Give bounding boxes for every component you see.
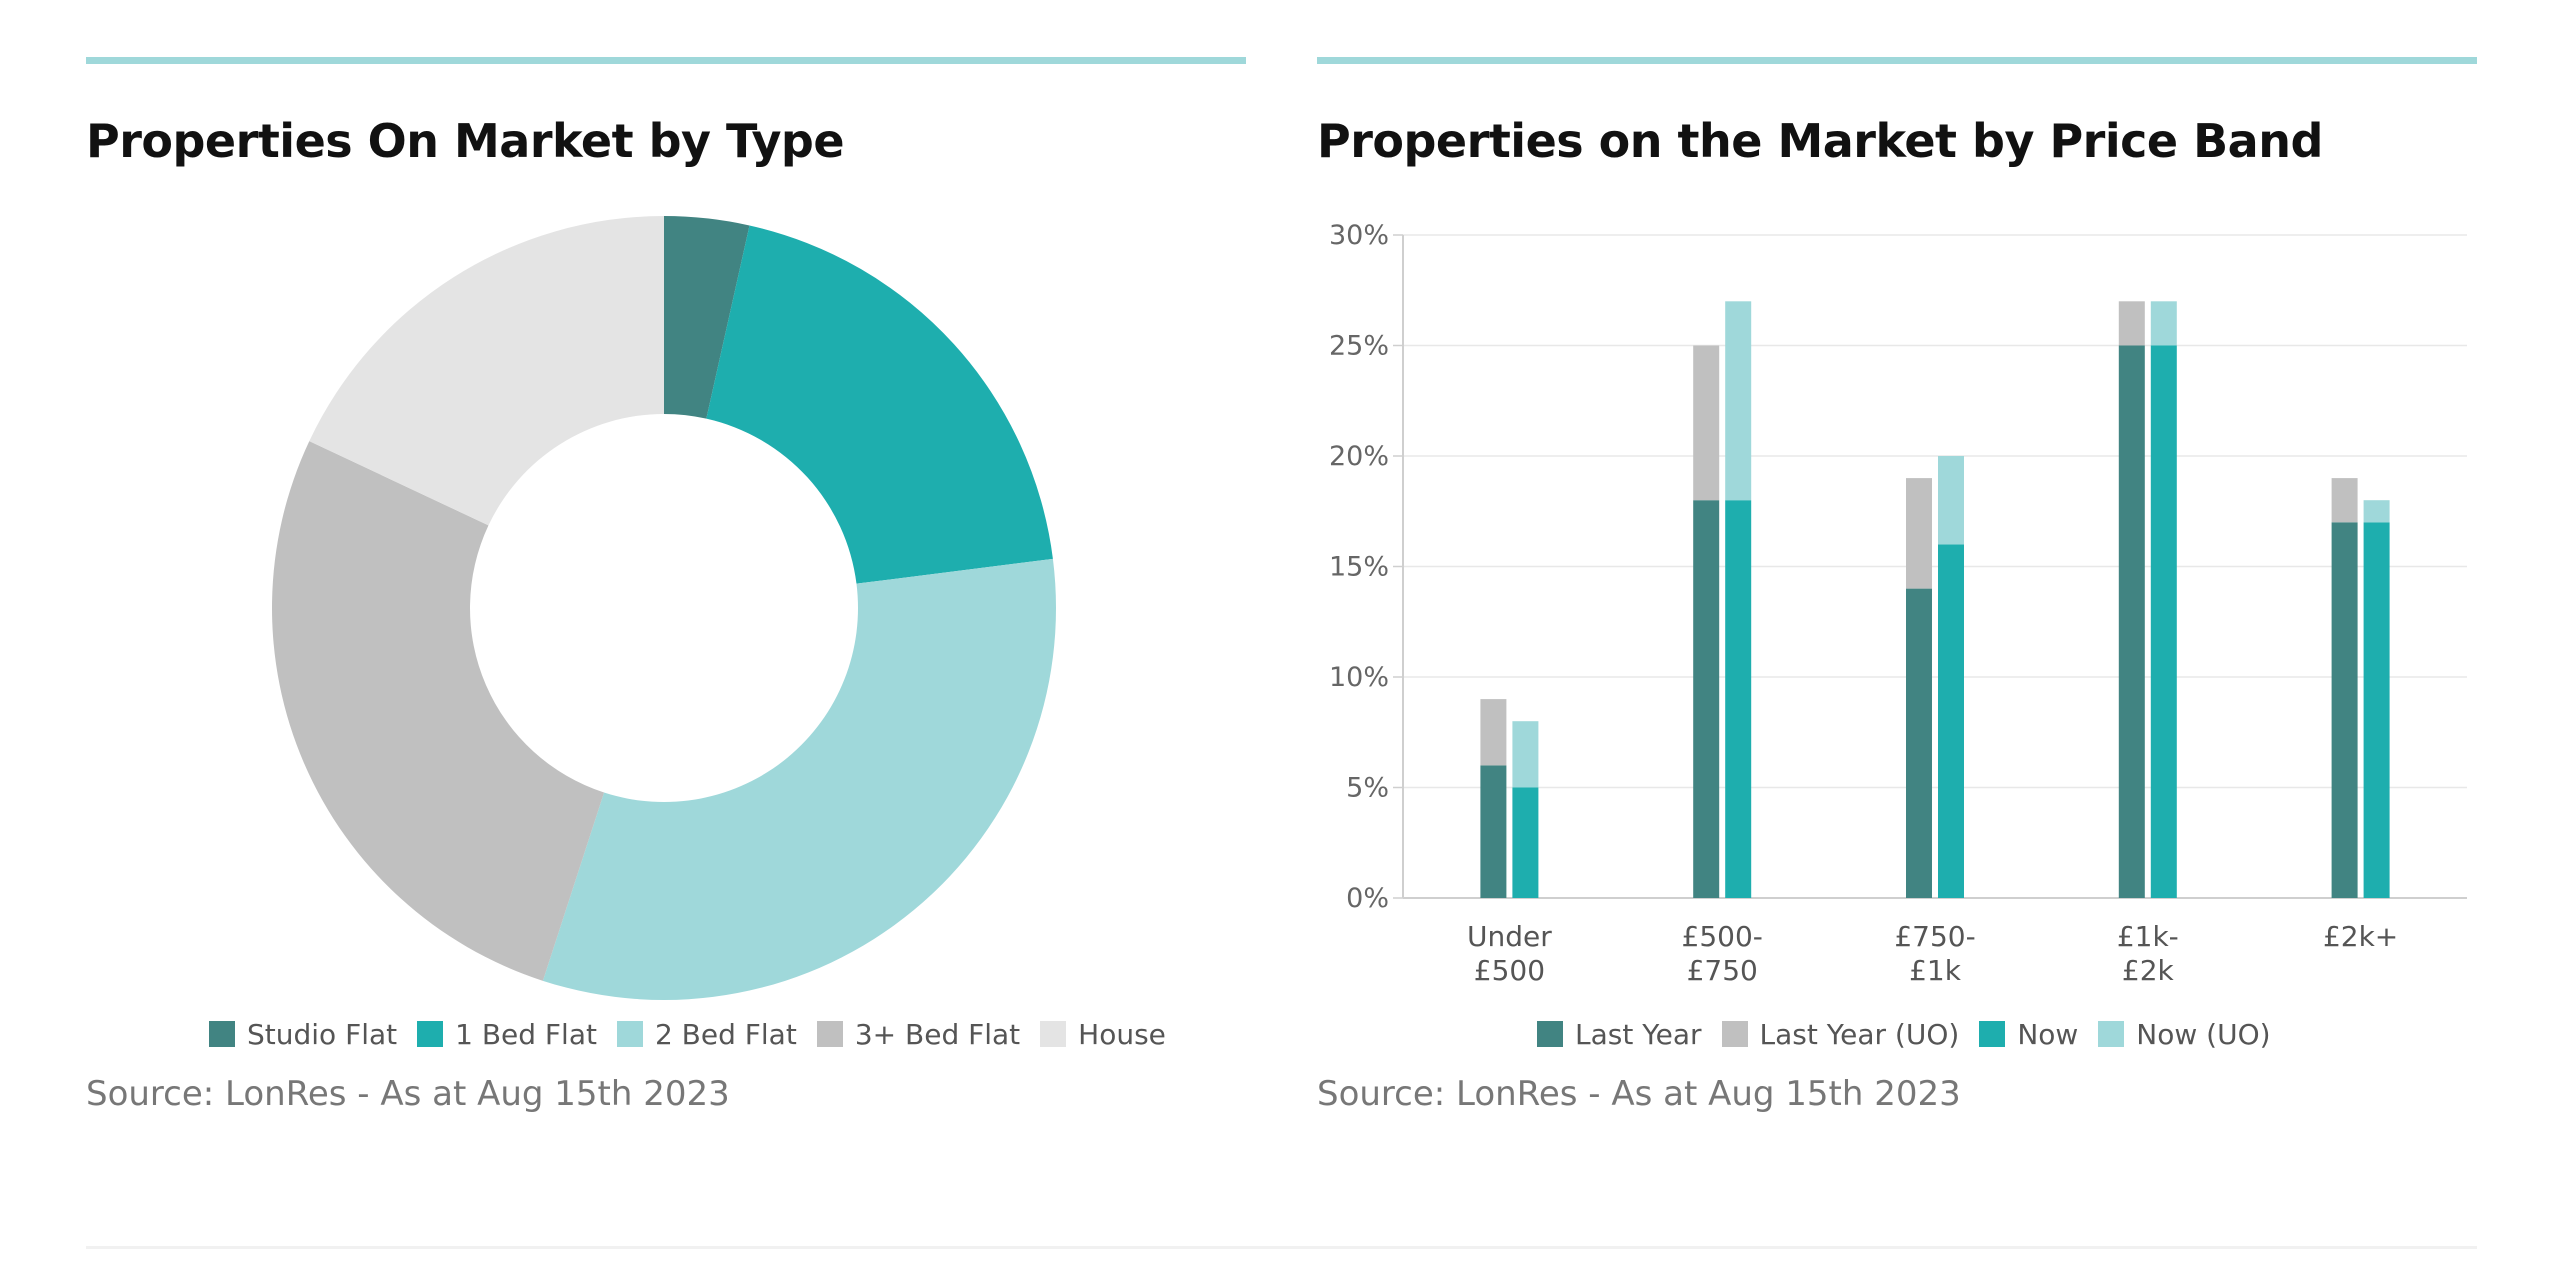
y-tick-label: 10% xyxy=(1329,662,1389,693)
y-tick-label: 25% xyxy=(1329,331,1389,362)
x-category-label: £1k- xyxy=(2117,920,2179,953)
type-chart-panel: Properties On Market by Type Studio Flat… xyxy=(86,0,1246,1160)
panel-accent-bar xyxy=(86,57,1246,64)
donut-slice-2-bed-flat[interactable] xyxy=(542,558,1056,1000)
bar-last-year-1[interactable] xyxy=(1693,500,1720,898)
donut-slice-studio-flat[interactable] xyxy=(664,216,750,419)
bar-now-0[interactable] xyxy=(1512,787,1539,899)
legend-label: Studio Flat xyxy=(247,1017,398,1051)
legend-swatch xyxy=(816,1021,843,1047)
x-category-label: £500 xyxy=(1474,954,1545,987)
bar-now-uo-4[interactable] xyxy=(2363,500,2390,523)
panel-accent-bar xyxy=(1317,57,2477,64)
bar-now-uo-2[interactable] xyxy=(1938,456,1964,545)
bar-now-1[interactable] xyxy=(1725,500,1752,898)
y-tick-label: 30% xyxy=(1329,220,1389,251)
bar-now-4[interactable] xyxy=(2363,522,2390,898)
price-band-chart-panel: Properties on the Market by Price Band 0… xyxy=(1317,0,2477,1160)
legend-swatch xyxy=(2098,1021,2125,1047)
legend-item-last-year[interactable]: Last Year xyxy=(1537,1018,1702,1051)
legend-item-house[interactable]: House xyxy=(1040,1018,1166,1051)
legend-swatch xyxy=(209,1021,235,1047)
y-tick-label: 20% xyxy=(1329,441,1389,472)
legend-item-1-bed-flat[interactable]: 1 Bed Flat xyxy=(417,1018,597,1051)
y-tick-label: 0% xyxy=(1346,883,1389,914)
bar-now-uo-0[interactable] xyxy=(1512,721,1539,788)
x-category-label: Under xyxy=(1467,920,1552,953)
bar-last-year-2[interactable] xyxy=(1906,588,1932,898)
donut-legend: Studio Flat 1 Bed Flat 2 Bed Flat 3+ Bed Fl… xyxy=(209,1014,1186,1054)
bar-last-year-uo-2[interactable] xyxy=(1906,478,1932,589)
bar-last-year-uo-3[interactable] xyxy=(2118,301,2145,346)
y-tick-label: 15% xyxy=(1329,552,1389,583)
x-category-label: £2k xyxy=(2122,954,2175,987)
legend-label: House xyxy=(1078,1017,1166,1051)
legend-swatch xyxy=(417,1021,444,1047)
legend-item-studio-flat[interactable]: Studio Flat xyxy=(209,1018,397,1051)
bar-chart: 0% 5% 10% 15% 20% 25% 30% Under£500 £500-£750 £75… xyxy=(1329,220,2467,987)
bar-last-year-3[interactable] xyxy=(2118,345,2145,899)
bar-now-3[interactable] xyxy=(2150,345,2177,899)
bar-now-uo-1[interactable] xyxy=(1725,301,1752,501)
chart-title: Properties On Market by Type xyxy=(86,114,845,168)
legend-item-last-year-uo[interactable]: Last Year (UO) xyxy=(1721,1017,1960,1051)
legend-swatch xyxy=(1040,1021,1067,1047)
x-category-label: £750- xyxy=(1894,920,1975,953)
footer-divider xyxy=(86,1246,2477,1249)
bar-now-2[interactable] xyxy=(1938,544,1964,898)
legend-label: 1 Bed Flat xyxy=(455,1017,597,1051)
source-note: Source: LonRes - As at Aug 15th 2023 xyxy=(86,1074,730,1114)
bar-last-year-0[interactable] xyxy=(1480,765,1507,898)
y-tick-label: 5% xyxy=(1346,773,1389,804)
bar-last-year-uo-1[interactable] xyxy=(1693,345,1720,501)
legend-item-3-bed-flat[interactable]: 3+ Bed Flat xyxy=(816,1017,1021,1051)
bar-last-year-uo-0[interactable] xyxy=(1480,699,1507,766)
legend-label: Now (UO) xyxy=(2136,1017,2271,1051)
donut-slice-1-bed-flat[interactable] xyxy=(706,225,1053,584)
legend-item-now[interactable]: Now xyxy=(1979,1018,2078,1051)
donut-chart xyxy=(272,216,1056,1000)
legend-item-now-uo[interactable]: Now (UO) xyxy=(2098,1017,2271,1051)
x-category-label: £2k+ xyxy=(2323,920,2398,953)
legend-label: 2 Bed Flat xyxy=(654,1017,797,1051)
legend-swatch xyxy=(1979,1021,2006,1047)
legend-swatch xyxy=(1721,1021,1748,1047)
legend-label: 3+ Bed Flat xyxy=(854,1017,1021,1051)
donut-slice-3-bed-flat[interactable] xyxy=(272,441,605,981)
x-category-label: £1k xyxy=(1909,954,1962,987)
donut-slice-house[interactable] xyxy=(309,216,664,526)
bar-legend: Last Year Last Year (UO) Now Now (UO) xyxy=(1537,1014,2291,1054)
bar-last-year-uo-4[interactable] xyxy=(2331,478,2358,523)
legend-label: Last Year (UO) xyxy=(1759,1017,1960,1051)
bar-now-uo-3[interactable] xyxy=(2150,301,2177,346)
bar-last-year-4[interactable] xyxy=(2331,522,2358,898)
source-note: Source: LonRes - As at Aug 15th 2023 xyxy=(1317,1074,1961,1114)
x-category-label: £500- xyxy=(1682,920,1763,953)
legend-swatch xyxy=(1537,1021,1563,1047)
legend-swatch xyxy=(616,1021,643,1047)
legend-item-2-bed-flat[interactable]: 2 Bed Flat xyxy=(616,1017,797,1051)
chart-title: Properties on the Market by Price Band xyxy=(1317,114,2323,168)
legend-label: Now xyxy=(2017,1017,2079,1051)
legend-label: Last Year xyxy=(1575,1017,1702,1051)
x-category-label: £750 xyxy=(1687,954,1758,987)
